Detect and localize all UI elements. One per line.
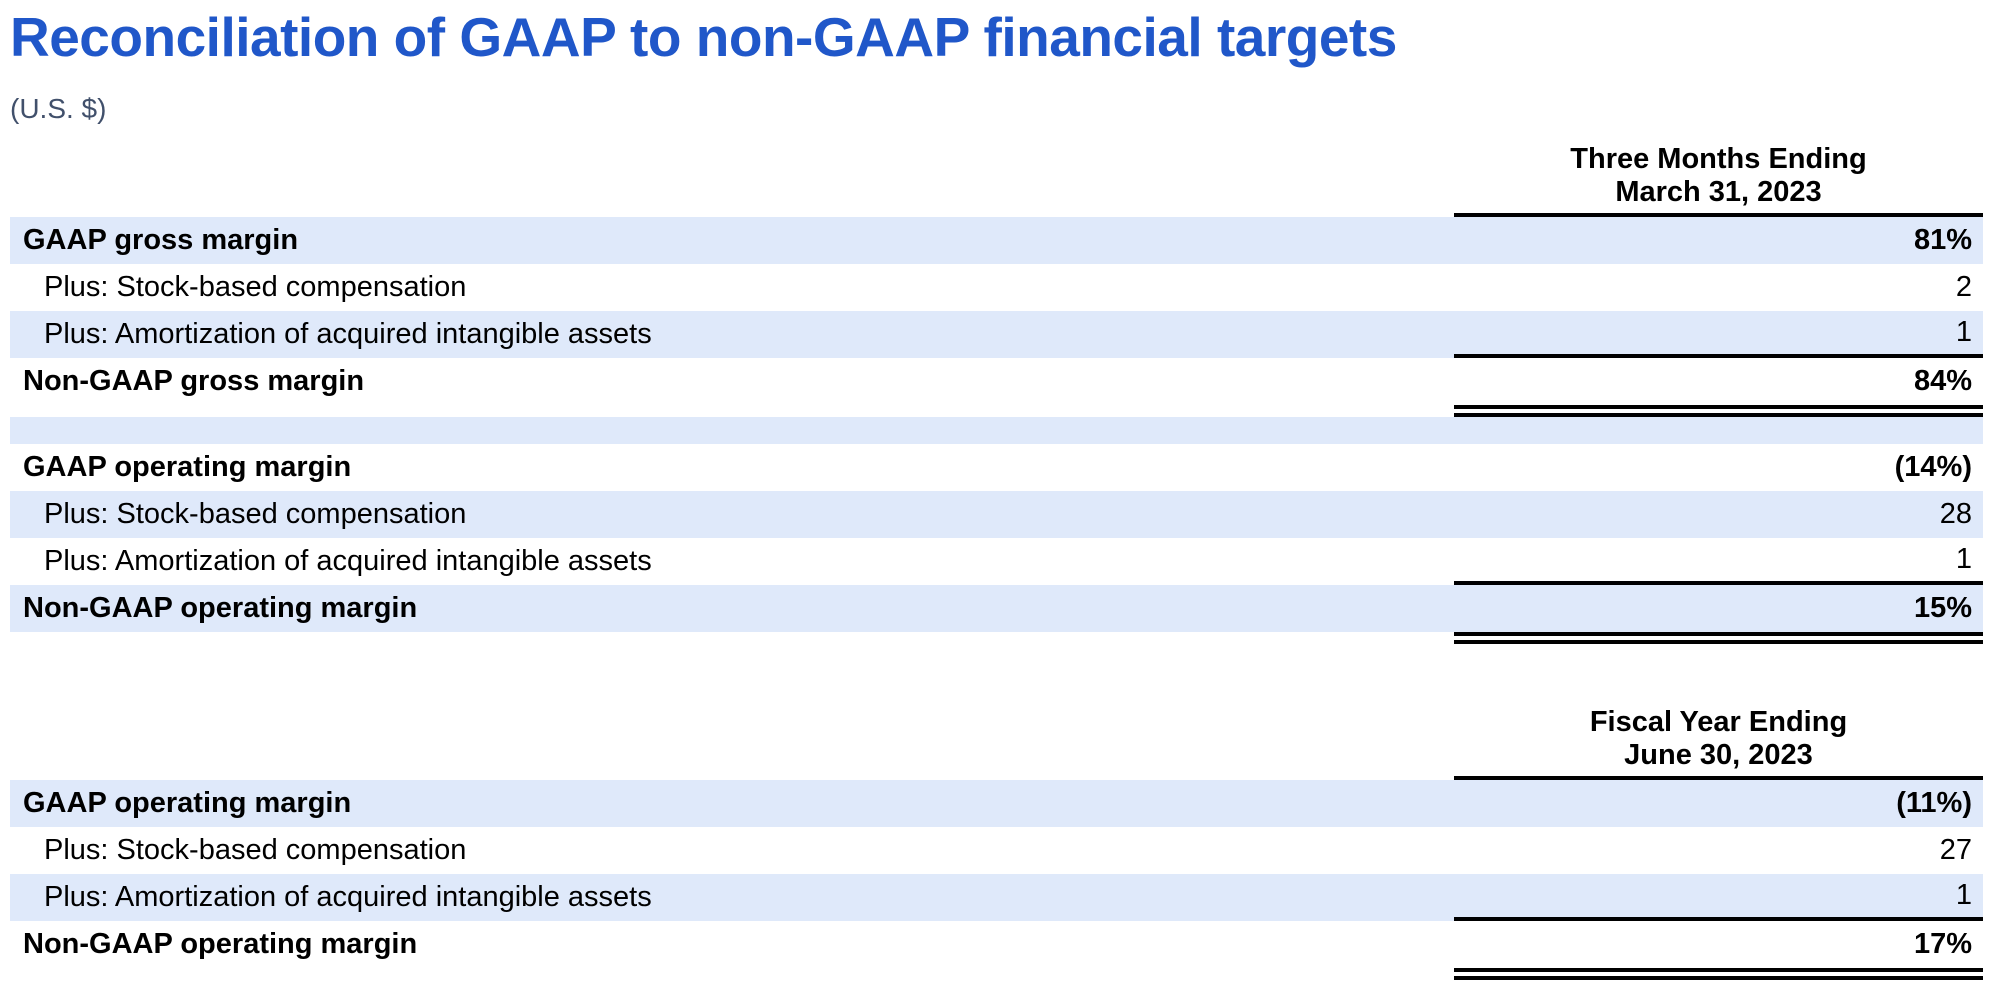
row-label: Plus: Stock-based compensation [44, 834, 467, 867]
page-subtitle: (U.S. $) [10, 93, 107, 125]
row-stock-based-compensation-operating: Plus: Stock-based compensation 28 [10, 491, 1983, 539]
row-value: 84% [1913, 365, 1972, 398]
row-value: 1 [1454, 311, 1983, 359]
row-stock-based-compensation-fy: Plus: Stock-based compensation 27 [10, 827, 1983, 874]
row-value: 28 [1939, 498, 1972, 531]
row-non-gaap-operating-margin: Non-GAAP operating margin 15% [10, 585, 1983, 633]
row-gaap-gross-margin: GAAP gross margin 81% [10, 217, 1983, 265]
row-label: Plus: Amortization of acquired intangibl… [44, 545, 652, 578]
double-rule [1454, 405, 1983, 418]
row-value: 1 [1454, 538, 1983, 586]
row-value: 2 [1955, 271, 1972, 304]
row-non-gaap-operating-margin-fy: Non-GAAP operating margin 17% [10, 921, 1983, 968]
page-title: Reconciliation of GAAP to non-GAAP finan… [10, 6, 1397, 68]
period-header-three-months: Three Months Ending March 31, 2023 [1454, 143, 1983, 218]
row-label: Non-GAAP gross margin [23, 365, 365, 398]
reconciliation-table-fy23: Fiscal Year Ending June 30, 2023 GAAP op… [10, 706, 1983, 981]
row-label: GAAP operating margin [23, 451, 352, 484]
period-header-fiscal-year: Fiscal Year Ending June 30, 2023 [1454, 706, 1983, 781]
row-value: 27 [1939, 834, 1972, 867]
period-header-line1: Three Months Ending [1570, 143, 1867, 176]
row-amortization-operating: Plus: Amortization of acquired intangibl… [10, 538, 1983, 586]
period-header-line2: June 30, 2023 [1624, 739, 1813, 772]
row-gaap-operating-margin: GAAP operating margin (14%) [10, 444, 1983, 491]
row-label: Plus: Stock-based compensation [44, 498, 467, 531]
double-rule [1454, 968, 1983, 981]
row-amortization-gross: Plus: Amortization of acquired intangibl… [10, 311, 1983, 359]
row-label: Plus: Stock-based compensation [44, 271, 467, 304]
row-value: 1 [1454, 874, 1983, 922]
reconciliation-table-q3fy23: Three Months Ending March 31, 2023 GAAP … [10, 143, 1983, 645]
row-gaap-operating-margin-fy: GAAP operating margin (11%) [10, 780, 1983, 828]
row-value: 15% [1913, 592, 1972, 625]
double-rule [1454, 632, 1983, 645]
period-header-line2: March 31, 2023 [1615, 176, 1822, 209]
row-value: 17% [1913, 928, 1972, 961]
row-non-gaap-gross-margin: Non-GAAP gross margin 84% [10, 358, 1983, 405]
row-label: Plus: Amortization of acquired intangibl… [44, 881, 652, 914]
row-value: 81% [1913, 224, 1972, 257]
row-stock-based-compensation-gross: Plus: Stock-based compensation 2 [10, 264, 1983, 311]
row-amortization-fy: Plus: Amortization of acquired intangibl… [10, 874, 1983, 922]
row-value: (11%) [1896, 787, 1972, 820]
period-header-line1: Fiscal Year Ending [1589, 706, 1848, 739]
row-label: Non-GAAP operating margin [23, 928, 418, 961]
row-label: GAAP operating margin [23, 787, 352, 820]
row-label: Non-GAAP operating margin [23, 592, 418, 625]
row-value: (14%) [1894, 451, 1972, 484]
spacer-row [10, 417, 1983, 445]
row-label: GAAP gross margin [23, 224, 299, 257]
row-label: Plus: Amortization of acquired intangibl… [44, 318, 652, 351]
